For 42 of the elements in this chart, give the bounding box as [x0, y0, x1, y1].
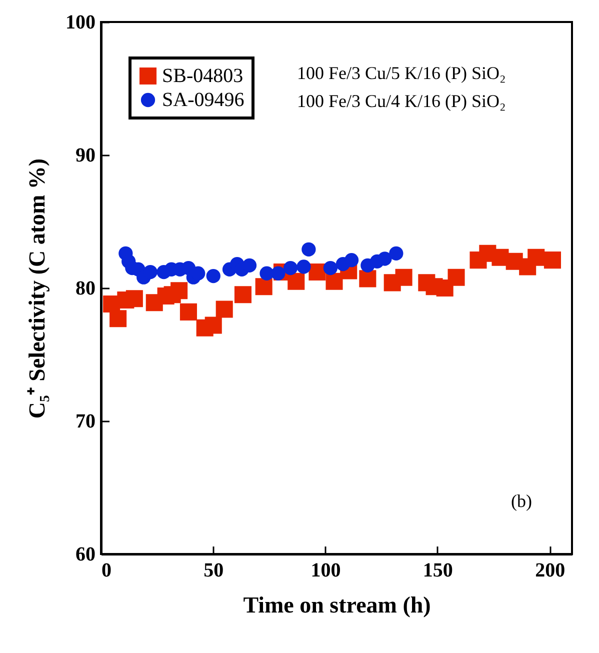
annotation: (b)	[511, 491, 532, 511]
point	[283, 260, 298, 276]
point	[323, 260, 338, 276]
x-tick-label: 100	[310, 560, 341, 582]
point	[359, 270, 376, 288]
x-tick-label: 150	[422, 560, 453, 582]
point	[389, 246, 404, 260]
point	[378, 252, 392, 266]
point	[271, 266, 286, 280]
point	[544, 252, 561, 269]
legend-label: SB-04803	[162, 65, 244, 87]
point	[216, 300, 233, 318]
y-tick-label: 70	[76, 410, 96, 432]
point	[395, 268, 412, 286]
point	[302, 242, 316, 256]
x-tick-label: 50	[204, 560, 224, 582]
point	[110, 310, 127, 328]
point	[242, 258, 257, 272]
point	[126, 290, 143, 308]
point	[528, 248, 545, 266]
point	[170, 282, 188, 300]
legend-label: SA-09496	[162, 89, 244, 111]
point	[448, 268, 465, 286]
x-tick-label: 200	[535, 560, 566, 582]
y-axis-title: C₅⁺ Selectivity (C atom %)	[24, 158, 50, 419]
point	[255, 278, 272, 296]
annotation: 100 Fe/3 Cu/4 K/16 (P) SiO₂	[297, 91, 506, 111]
x-axis-title: Time on stream (h)	[243, 592, 431, 618]
annotation: 100 Fe/3 Cu/5 K/16 (P) SiO₂	[297, 63, 506, 83]
y-tick-label: 60	[76, 544, 96, 566]
point	[234, 286, 252, 304]
point	[143, 264, 158, 280]
y-tick-label: 100	[66, 12, 96, 34]
y-tick-label: 90	[76, 144, 96, 166]
point	[296, 260, 311, 274]
point	[344, 253, 359, 268]
point	[288, 272, 305, 290]
point	[204, 316, 222, 334]
y-tick-label: 80	[76, 278, 96, 300]
point	[180, 303, 197, 320]
point	[206, 268, 220, 284]
x-tick-label: 0	[102, 560, 112, 582]
